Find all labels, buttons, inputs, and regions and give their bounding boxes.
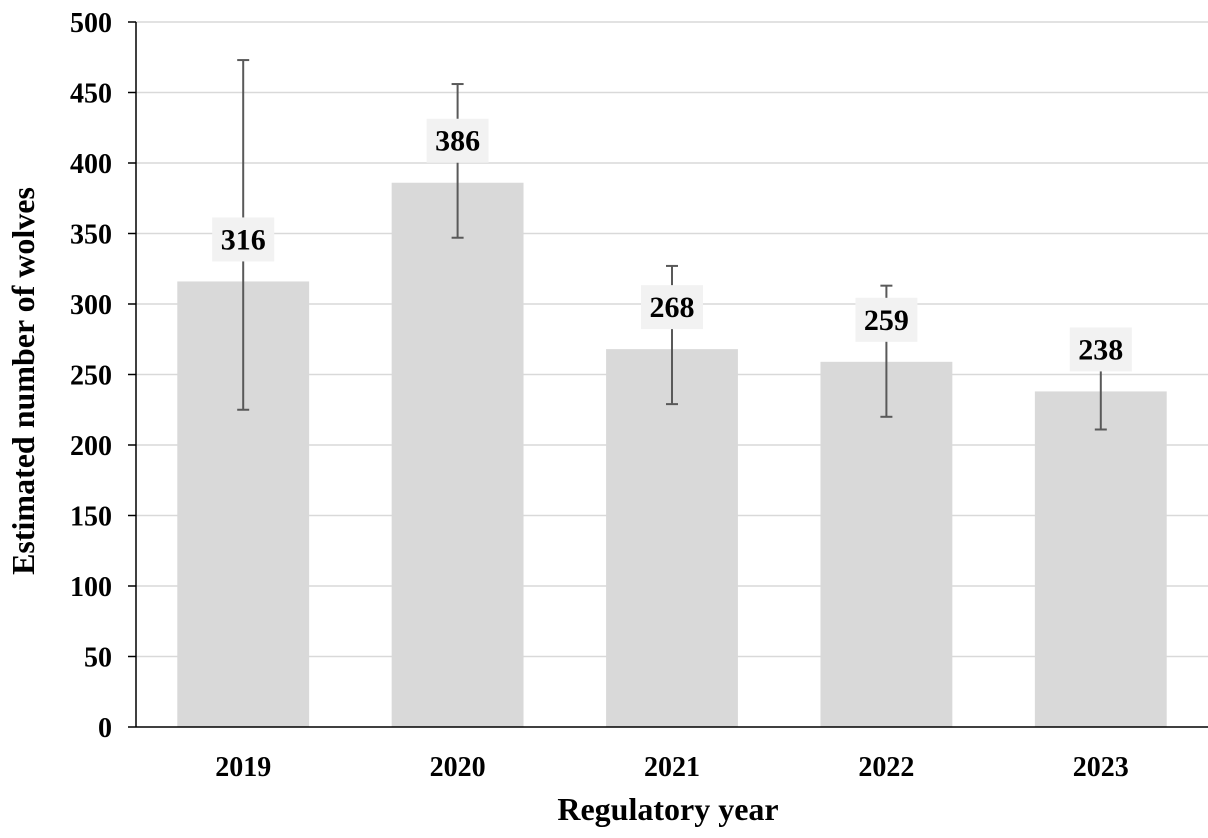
- data-label-2020: 386: [435, 125, 480, 158]
- bar-2021: [606, 349, 738, 727]
- bar-2023: [1034, 391, 1167, 727]
- x-tick-label: 2023: [1073, 752, 1129, 783]
- data-label-background: [855, 297, 918, 342]
- x-tick-label: 2022: [858, 752, 914, 783]
- y-tick-label: 0: [98, 713, 112, 744]
- x-tick-label: 2019: [215, 752, 271, 783]
- y-tick-label: 500: [70, 8, 112, 39]
- y-tick-label: 350: [70, 220, 112, 251]
- data-label-background: [212, 217, 275, 262]
- data-labels: 316 386 268 259 238: [212, 118, 1132, 372]
- y-axis-title: Estimated number of wolves: [5, 187, 41, 575]
- y-tick-label: 300: [70, 290, 112, 321]
- bar-2020: [391, 182, 524, 728]
- data-label-2019: 316: [221, 223, 266, 256]
- data-label-2023: 238: [1078, 333, 1123, 366]
- y-tick-labels: 0 50 100 150 200 250 300 350 400 450 500: [70, 8, 136, 744]
- x-tick-label: 2021: [644, 752, 700, 783]
- x-axis-title: Regulatory year: [557, 791, 778, 827]
- y-tick-label: 400: [70, 149, 112, 180]
- y-tick-label: 450: [70, 79, 112, 110]
- y-tick-label: 200: [70, 431, 112, 462]
- data-label-background: [426, 118, 489, 163]
- bar-2022: [820, 361, 953, 727]
- data-label-background: [1069, 327, 1132, 372]
- data-label-background: [641, 285, 703, 330]
- x-tick-label: 2020: [430, 752, 486, 783]
- bars: [177, 182, 1167, 728]
- data-label-2022: 259: [864, 304, 909, 337]
- data-label-2021: 268: [650, 291, 695, 324]
- y-tick-label: 100: [70, 572, 112, 603]
- x-tick-labels: 2019 2020 2021 2022 2023: [215, 752, 1129, 783]
- y-tick-label: 150: [70, 502, 112, 533]
- y-tick-label: 50: [84, 643, 112, 674]
- y-tick-label: 250: [70, 361, 112, 392]
